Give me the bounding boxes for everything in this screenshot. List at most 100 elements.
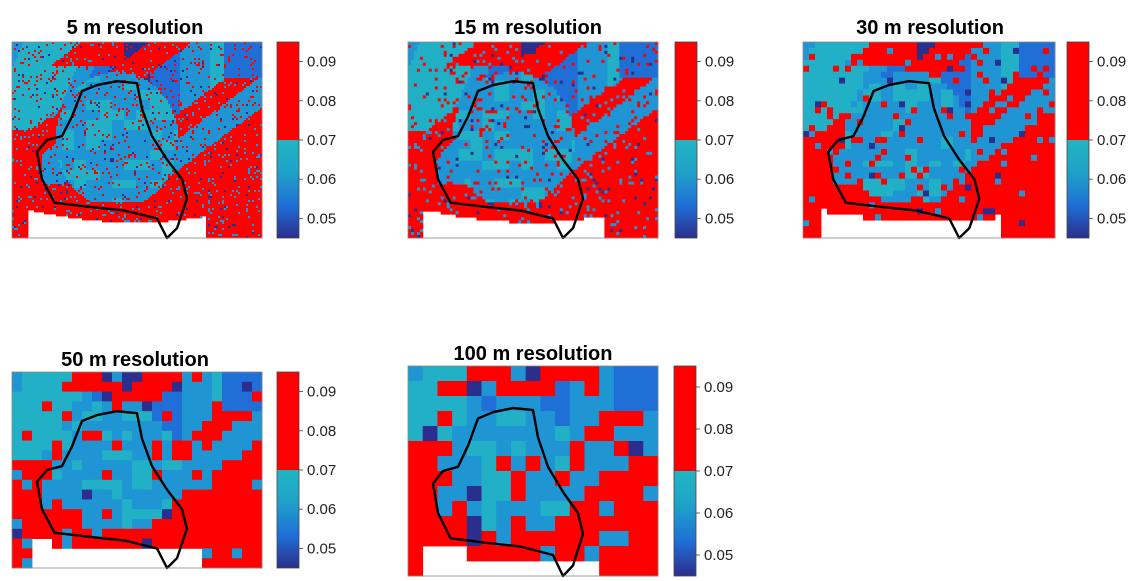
map-cell: [26, 78, 29, 81]
map-cell: [188, 44, 191, 47]
map-cell: [170, 64, 173, 67]
map-cell: [230, 106, 233, 109]
map-cell: [114, 58, 117, 61]
map-cell: [114, 60, 117, 63]
map-cell: [180, 46, 183, 49]
map-cell: [36, 54, 39, 57]
map-cell: [12, 106, 15, 109]
map-cell: [88, 52, 91, 55]
map-cell: [70, 98, 73, 101]
map-cell: [12, 116, 15, 119]
map-cell: [66, 68, 69, 71]
map-cell: [200, 104, 203, 107]
map-cell: [42, 44, 45, 47]
map-cell: [62, 94, 65, 97]
map-cell: [170, 116, 173, 119]
map-cell: [30, 54, 33, 57]
map-cell: [180, 90, 183, 93]
map-cell: [146, 80, 149, 83]
map-cell: [200, 98, 203, 101]
map-cell: [124, 102, 127, 105]
map-cell: [154, 62, 157, 65]
map-cell: [218, 102, 221, 105]
map-cell: [230, 112, 233, 115]
map-cell: [192, 52, 195, 55]
map-cell: [214, 68, 217, 71]
map-cell: [242, 66, 245, 69]
map-cell: [168, 56, 171, 59]
map-cell: [86, 50, 89, 53]
map-cell: [100, 74, 103, 77]
map-cell: [174, 120, 177, 123]
map-cell: [88, 84, 91, 87]
map-cell: [254, 76, 257, 79]
map-cell: [180, 68, 183, 71]
map-cell: [72, 80, 75, 83]
map-cell: [100, 98, 103, 101]
map-cell: [38, 80, 41, 83]
map-cell: [52, 42, 55, 45]
map-cell: [252, 70, 255, 73]
map-cell: [44, 88, 47, 91]
map-cell: [54, 88, 57, 91]
map-cell: [54, 64, 57, 67]
map-cell: [192, 58, 195, 61]
map-cell: [238, 98, 241, 101]
map-cell: [176, 54, 179, 57]
map-cell: [158, 108, 161, 111]
map-cell: [230, 42, 233, 45]
map-cell: [108, 66, 111, 69]
map-cell: [156, 118, 159, 121]
map-cell: [70, 114, 73, 117]
map-cell: [208, 106, 211, 109]
map-cell: [176, 84, 179, 87]
map-cell: [108, 100, 111, 103]
map-cell: [130, 80, 133, 83]
map-cell: [96, 96, 99, 99]
map-cell: [60, 50, 63, 53]
map-cell: [130, 52, 133, 55]
map-cell: [78, 50, 81, 53]
map-cell: [210, 44, 213, 47]
map-cell: [76, 68, 79, 71]
map-cell: [202, 92, 205, 95]
map-cell: [78, 78, 81, 81]
map-cell: [42, 54, 45, 57]
map-cell: [180, 72, 183, 75]
map-cell: [136, 96, 139, 99]
map-cell: [146, 106, 149, 109]
map-cell: [186, 92, 189, 95]
map-cell: [180, 100, 183, 103]
map-cell: [234, 46, 237, 49]
map-cell: [214, 58, 217, 61]
map-cell: [56, 58, 59, 61]
map-cell: [246, 118, 249, 121]
map-cell: [112, 104, 115, 107]
map-cell: [188, 72, 191, 75]
map-cell: [86, 106, 89, 109]
map-cell: [94, 110, 97, 113]
map-cell: [188, 58, 191, 61]
map-cell: [212, 72, 215, 75]
map-cell: [14, 44, 17, 47]
map-cell: [194, 100, 197, 103]
map-cell: [216, 86, 219, 89]
map-cell: [210, 94, 213, 97]
map-cell: [248, 44, 251, 47]
map-cell: [188, 112, 191, 115]
map-cell: [120, 116, 123, 119]
map-cell: [210, 62, 213, 65]
map-cell: [54, 110, 57, 113]
map-cell: [48, 92, 51, 95]
map-cell: [104, 42, 107, 45]
map-cell: [78, 58, 81, 61]
map-cell: [76, 56, 79, 59]
map-cell: [170, 100, 173, 103]
map-cell: [188, 60, 191, 63]
map-cell: [192, 78, 195, 81]
map-cell: [86, 68, 89, 71]
map-cell: [60, 72, 63, 75]
map-cell: [158, 72, 161, 75]
map-cell: [186, 48, 189, 51]
map-cell: [242, 108, 245, 111]
